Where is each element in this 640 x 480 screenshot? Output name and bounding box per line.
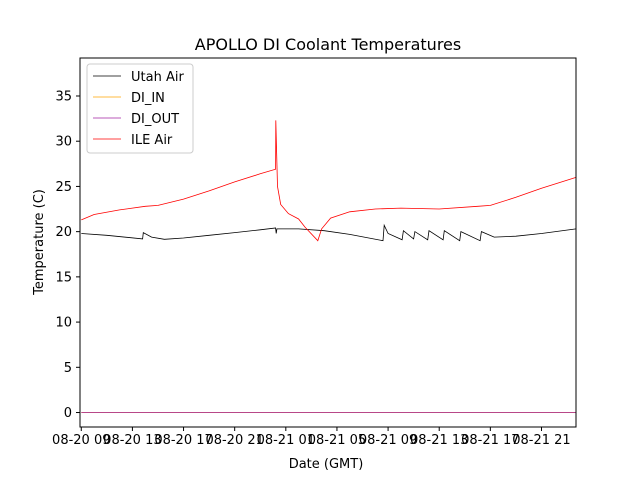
x-axis-label: Date (GMT) bbox=[289, 457, 364, 472]
legend-label: DI_IN bbox=[131, 91, 165, 106]
legend-label: Utah Air bbox=[131, 70, 184, 85]
y-tick-label: 0 bbox=[64, 406, 72, 421]
x-tick-label: 08-21 09 bbox=[359, 433, 417, 448]
y-tick-label: 10 bbox=[55, 316, 72, 331]
series-line-utah-air bbox=[81, 223, 577, 242]
x-tick-label: 08-20 17 bbox=[154, 433, 212, 448]
y-tick-label: 30 bbox=[55, 135, 72, 150]
x-tick-label: 08-21 13 bbox=[410, 433, 468, 448]
legend-label: ILE Air bbox=[131, 133, 173, 148]
series-line-ile-air bbox=[81, 120, 577, 242]
legend-box bbox=[86, 63, 194, 154]
x-tick-label: 08-21 21 bbox=[512, 433, 570, 448]
y-tick-label: 25 bbox=[55, 180, 72, 195]
y-tick-label: 15 bbox=[55, 270, 72, 285]
chart-title: APOLLO DI Coolant Temperatures bbox=[195, 35, 461, 54]
y-tick-label: 20 bbox=[55, 225, 72, 240]
x-tick-label: 08-21 17 bbox=[461, 433, 519, 448]
y-tick-label: 5 bbox=[64, 361, 72, 376]
x-tick-label: 08-21 01 bbox=[257, 433, 315, 448]
x-tick-label: 08-20 13 bbox=[103, 433, 161, 448]
y-axis-label: Temperature (C) bbox=[32, 189, 47, 296]
legend-label: DI_OUT bbox=[131, 112, 179, 127]
x-tick-label: 08-20 09 bbox=[52, 433, 110, 448]
plot-frame bbox=[79, 57, 577, 428]
x-tick-label: 08-20 21 bbox=[205, 433, 263, 448]
y-tick-label: 35 bbox=[55, 89, 72, 104]
x-tick-label: 08-21 05 bbox=[308, 433, 366, 448]
legend: Utah Air DI_IN DI_OUT ILE Air bbox=[86, 63, 194, 154]
